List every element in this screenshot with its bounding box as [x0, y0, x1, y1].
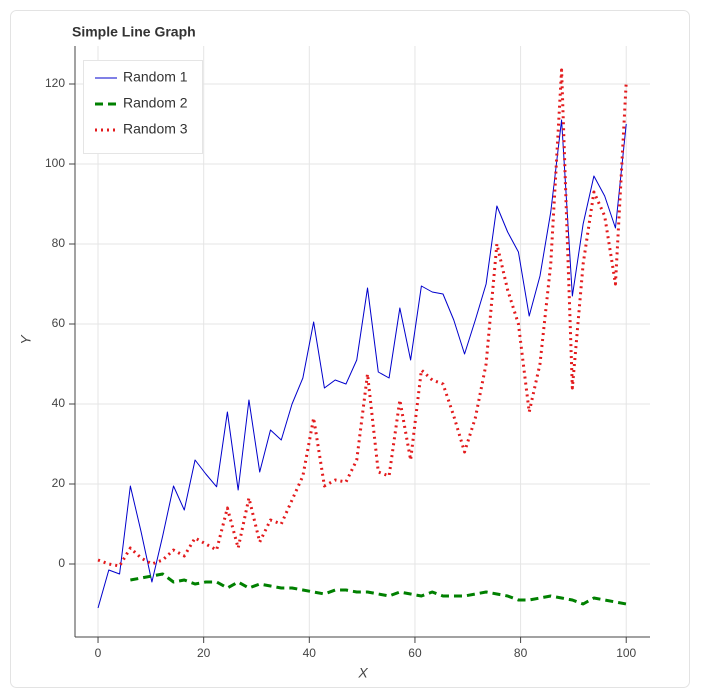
legend-box	[83, 60, 203, 154]
line-series	[97, 68, 628, 568]
x-tick-label: 100	[616, 646, 636, 660]
legend-label: Random 1	[123, 69, 188, 85]
y-tick-label: 20	[52, 476, 66, 490]
x-tick-label: 20	[197, 646, 211, 660]
y-tick-label: 80	[52, 236, 66, 250]
y-tick-label: 0	[58, 556, 65, 570]
legend-label: Random 3	[123, 121, 188, 137]
card	[10, 10, 690, 688]
x-tick-label: 60	[408, 646, 422, 660]
y-tick-label: 100	[45, 156, 65, 170]
x-tick-label: 80	[514, 646, 528, 660]
legend-label: Random 2	[123, 95, 188, 111]
x-tick-label: 40	[303, 646, 317, 660]
legend: Random 1 Random 2 Random 3	[83, 60, 203, 154]
y-tick-label: 120	[45, 76, 65, 90]
line-series	[130, 572, 627, 606]
chart-title: Simple Line Graph	[72, 24, 196, 40]
x-axis-label: X	[357, 665, 368, 681]
y-axis-label: Y	[18, 334, 34, 345]
line-series	[97, 119, 627, 609]
x-tick-label: 0	[95, 646, 102, 660]
y-tick-label: 40	[52, 396, 66, 410]
y-tick-label: 60	[52, 316, 66, 330]
